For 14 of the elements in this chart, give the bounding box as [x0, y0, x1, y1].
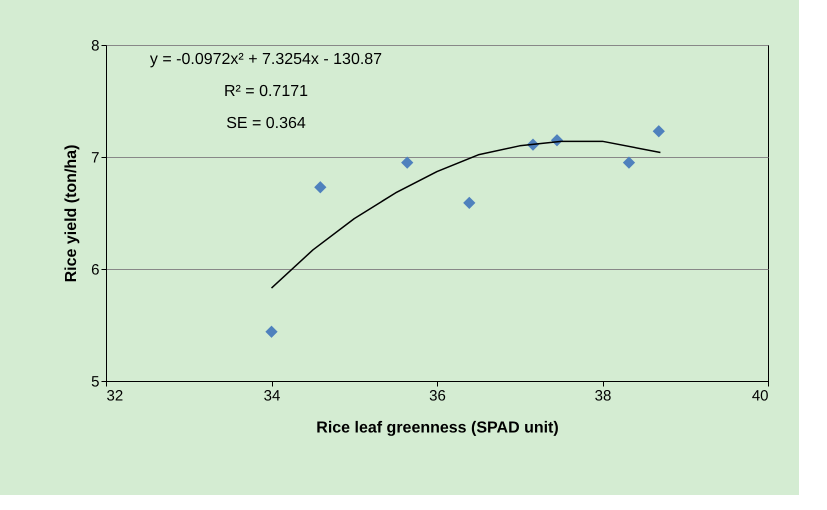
x-tick-label: 34 — [264, 388, 280, 404]
x-axis-title: Rice leaf greenness (SPAD unit) — [316, 420, 559, 436]
y-tick-label: 8 — [91, 38, 100, 54]
x-tick-label: 38 — [594, 388, 612, 404]
x-tick-label: 36 — [429, 388, 446, 404]
x-tick-label: 40 — [752, 388, 768, 404]
y-tick-label: 7 — [91, 150, 100, 166]
x-tick-label: 32 — [106, 388, 124, 404]
y-axis-title: Rice yield (ton/ha) — [63, 144, 80, 282]
annotation: R² = 0.7171 — [224, 83, 308, 100]
annotation: SE = 0.364 — [226, 115, 306, 132]
y-tick-label: 5 — [91, 374, 100, 390]
annotation: y = -0.0972x² + 7.3254x - 130.87 — [150, 51, 382, 68]
y-tick-label: 6 — [91, 262, 100, 278]
